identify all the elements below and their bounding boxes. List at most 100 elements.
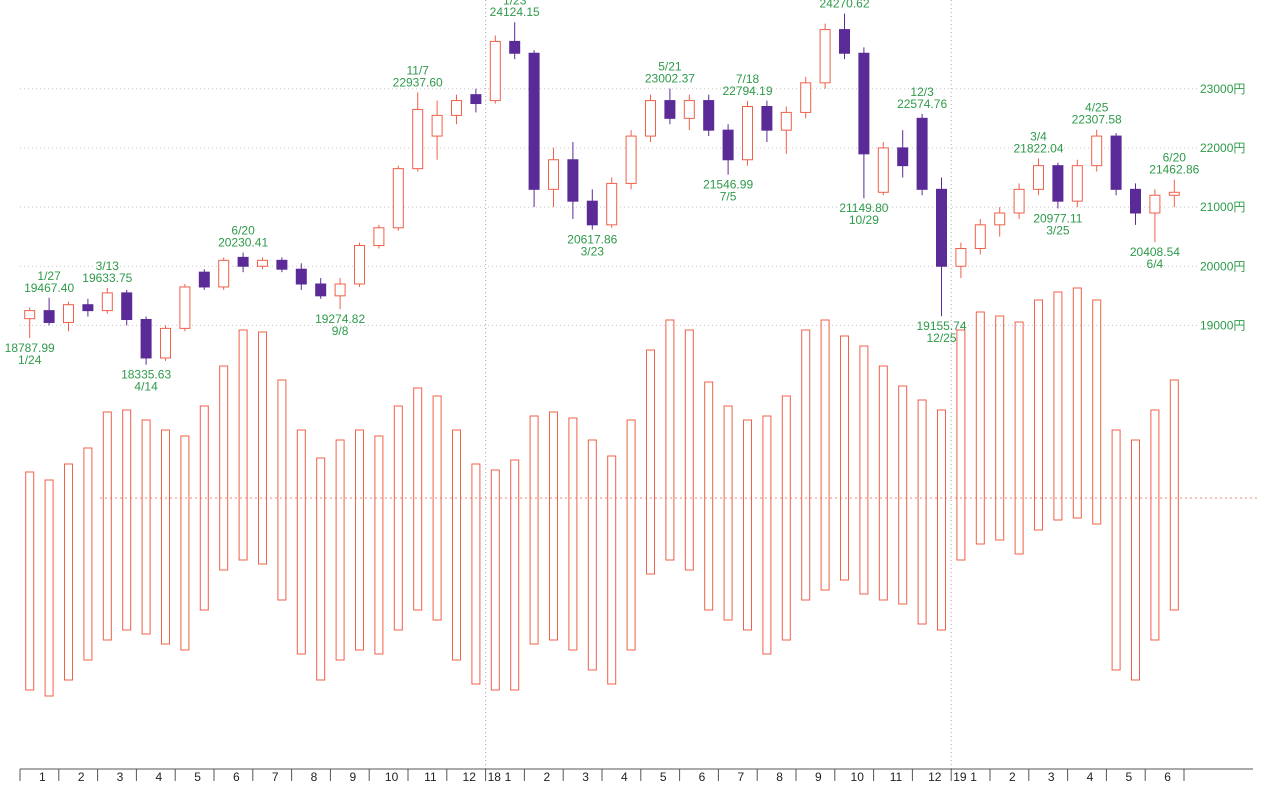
- candle-body: [63, 304, 74, 323]
- annotation-date: 1/23: [503, 0, 527, 7]
- annotation-date: 3/13: [96, 259, 120, 273]
- band-bar: [1014, 321, 1024, 555]
- annotation-value: 20977.11: [1033, 211, 1082, 225]
- annotation-value: 18787.99: [5, 341, 55, 355]
- band-bar: [258, 331, 267, 565]
- annotation-date: 6/20: [231, 224, 255, 238]
- x-tick-label: 5: [1125, 770, 1132, 784]
- candle-body: [839, 29, 850, 54]
- band-bar: [723, 405, 733, 621]
- band-bar: [1169, 379, 1179, 611]
- x-tick-label: 4: [621, 770, 628, 784]
- band-bar: [510, 459, 520, 691]
- x-tick-label: 3: [582, 770, 589, 784]
- candle-body: [1130, 188, 1141, 214]
- candle-body: [586, 200, 598, 226]
- annotation-date: 11/7: [406, 63, 429, 77]
- band-bar: [898, 385, 908, 605]
- candle-body: [1110, 135, 1122, 190]
- candle-body: [897, 147, 909, 167]
- y-tick-label: 23000円: [1200, 82, 1245, 96]
- annotation-value: 22307.58: [1072, 113, 1122, 127]
- annotation-value: 19467.40: [24, 281, 74, 295]
- x-tick-label: 6: [233, 770, 240, 784]
- candle-body: [761, 106, 773, 131]
- candle-body: [237, 256, 249, 267]
- y-tick-label: 20000円: [1200, 259, 1245, 273]
- candle-body: [276, 259, 288, 270]
- x-tick-label: 5: [194, 770, 201, 784]
- annotation-value: 21822.04: [1013, 141, 1063, 155]
- band-bar: [1150, 409, 1160, 641]
- candle-body: [645, 100, 656, 137]
- x-tick-label: 9: [815, 770, 822, 784]
- band-bar: [64, 463, 73, 681]
- band-bar: [820, 319, 830, 591]
- annotation-date: 6/4: [1147, 257, 1164, 271]
- band-bar: [1111, 429, 1121, 671]
- annotation-value: 18335.63: [121, 368, 171, 382]
- year-label: 19: [953, 770, 967, 784]
- candle-body: [218, 259, 230, 288]
- annotation-value: 20617.86: [567, 233, 617, 247]
- candle-body: [528, 52, 540, 190]
- candle-body: [101, 292, 113, 312]
- x-tick-label: 12: [928, 770, 942, 784]
- band-bar: [316, 457, 326, 681]
- x-tick-label: 4: [155, 770, 162, 784]
- candle-body: [548, 159, 559, 190]
- y-tick-label: 19000円: [1200, 318, 1245, 332]
- annotation-date: 4/14: [134, 380, 158, 394]
- candle-body: [703, 100, 715, 131]
- x-tick-label: 10: [385, 770, 399, 784]
- band-bar: [1092, 299, 1102, 525]
- y-tick-label: 22000円: [1200, 141, 1245, 155]
- band-bar: [83, 447, 93, 661]
- annotation-date: 10/29: [849, 213, 879, 227]
- annotation-date: 1/27: [37, 269, 61, 283]
- band-bar: [1034, 299, 1043, 531]
- candle-body: [334, 283, 346, 297]
- band-bar: [917, 399, 927, 625]
- band-bar: [413, 387, 423, 611]
- x-tick-label: 9: [349, 770, 356, 784]
- band-bar: [452, 429, 461, 661]
- candle-body: [82, 304, 94, 312]
- band-bar: [607, 455, 617, 685]
- annotation-value: 24270.62: [819, 0, 869, 11]
- annotation-value: 23002.37: [645, 72, 695, 86]
- band-bar: [335, 439, 345, 661]
- band-bar: [44, 479, 54, 697]
- band-bar: [1072, 287, 1082, 519]
- band-bar: [529, 415, 539, 645]
- x-tick-label: 6: [699, 770, 706, 784]
- band-bar: [141, 419, 151, 635]
- candle-body: [470, 94, 482, 105]
- x-tick-label: 7: [272, 770, 279, 784]
- band-bar: [995, 315, 1005, 541]
- band-bar: [219, 365, 229, 571]
- candle-body: [1033, 165, 1044, 190]
- annotation-date: 3/4: [1030, 129, 1047, 143]
- annotation-date: 12/3: [910, 85, 934, 99]
- candle-body: [43, 310, 55, 323]
- candle-body: [800, 82, 812, 113]
- candle-body: [392, 168, 404, 229]
- candle-body: [877, 147, 889, 193]
- annotation-date: 12/25: [926, 331, 956, 345]
- band-bar: [704, 381, 714, 611]
- candle-body: [819, 29, 831, 84]
- annotation-date: 4/25: [1085, 101, 1109, 115]
- candle-body: [567, 159, 579, 202]
- candle-body: [354, 245, 365, 285]
- candle-body: [1149, 194, 1161, 214]
- band-bar: [568, 417, 578, 651]
- annotation-value: 20408.54: [1130, 245, 1180, 259]
- x-tick-label: 3: [1048, 770, 1055, 784]
- band-bar: [199, 405, 209, 611]
- annotation-date: 6/20: [1163, 151, 1187, 165]
- candle-body: [198, 271, 210, 288]
- x-tick-label: 2: [1009, 770, 1016, 784]
- band-bar: [471, 463, 481, 685]
- band-bar: [859, 345, 869, 595]
